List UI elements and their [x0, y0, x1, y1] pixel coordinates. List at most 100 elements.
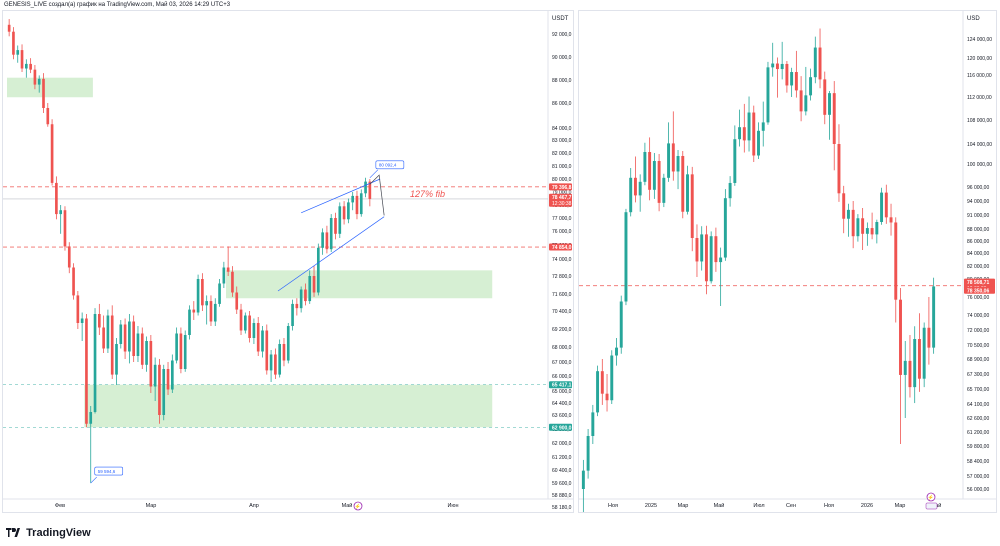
candle-body	[610, 355, 614, 401]
y-tick-label: 58 880,0	[552, 493, 572, 499]
candle-body	[342, 206, 346, 220]
candle-body	[282, 344, 286, 361]
tradingview-logo-icon	[6, 528, 20, 537]
y-tick-label: 84 000,0	[552, 126, 572, 132]
candle-body	[325, 232, 329, 250]
y-tick-label: 64 400,0	[552, 401, 572, 407]
candle-body	[338, 206, 342, 234]
candle-body	[85, 318, 88, 424]
chart-panel-right[interactable]: USD 124 000,00 120 000,00 116 000,00 112 000…	[578, 10, 997, 528]
right-candlestick-chart[interactable]: USD 124 000,00 120 000,00 116 000,00 112 000…	[579, 11, 996, 528]
candle-body	[316, 247, 320, 293]
candle-body	[681, 156, 685, 212]
candle-body	[243, 315, 247, 331]
y-tick-label: 74 000,0	[552, 257, 572, 263]
candle-body	[218, 283, 221, 304]
candle-body	[286, 326, 290, 361]
y-tick-label: 83 000,0	[552, 138, 572, 144]
candle-body	[46, 108, 50, 125]
price-label-badge	[549, 193, 572, 207]
y-tick-label: 69 200,0	[552, 327, 572, 333]
x-tick-label: Июн	[447, 503, 458, 509]
candle-body	[695, 238, 699, 262]
candle-body	[188, 309, 191, 335]
candle-body	[50, 124, 54, 183]
left-candlestick-chart[interactable]: USDT 92 000,0 90 000,0 88 000,0 86 000,0 84 0…	[3, 11, 573, 512]
y-tick-label: 81 000,0	[552, 164, 572, 170]
candle-body	[359, 193, 363, 215]
candle-body	[274, 354, 277, 375]
demand-zone	[84, 384, 493, 428]
candle-body	[248, 315, 251, 338]
y-tick-label: 82 000,0	[552, 151, 572, 157]
candle-body	[213, 303, 217, 322]
candle-body	[37, 78, 41, 85]
candle-body	[166, 369, 170, 390]
candle-body	[908, 360, 912, 388]
y-tick-label: 72 800,0	[552, 274, 572, 280]
y-tick-label: 58 180,0	[552, 505, 572, 511]
candle-body	[790, 72, 794, 86]
candle-body	[261, 330, 264, 352]
candle-body	[115, 344, 118, 375]
candle-body	[351, 195, 355, 203]
y-tick-label: 62 000,0	[552, 441, 572, 447]
candle-body	[175, 333, 178, 361]
candle-body	[196, 279, 200, 313]
price-label-badge	[549, 243, 572, 251]
event-marker-glyph: ⚡	[928, 494, 934, 501]
x-tick-label: 2026	[861, 503, 873, 509]
demand-zone	[7, 77, 93, 98]
candle-body	[704, 234, 708, 282]
y-tick-label: 116 000,00	[967, 73, 992, 79]
candle-body	[771, 63, 775, 68]
candle-body	[347, 202, 350, 220]
y-tick-label: 76 000,00	[967, 295, 989, 301]
candle-body	[7, 24, 11, 32]
y-tick-label: 92 000,0	[552, 32, 572, 38]
candle-body	[648, 152, 652, 190]
candle-body	[59, 210, 63, 215]
chart-panel-left[interactable]: USDT 92 000,0 90 000,0 88 000,0 86 000,0 84 0…	[2, 10, 574, 513]
x-tick-label: Май	[714, 502, 725, 509]
y-tick-label: 120 000,00	[967, 56, 992, 62]
candle-body	[917, 339, 921, 379]
y-tick-label: 66 000,0	[552, 374, 572, 380]
candle-body	[884, 192, 888, 218]
y-tick-label: 108 000,00	[967, 118, 992, 124]
x-tick-label: Ноя	[824, 503, 834, 509]
y-tick-label: 68 000,0	[552, 345, 572, 351]
y-tick-label: 76 000,0	[552, 229, 572, 235]
candle-body	[20, 50, 24, 69]
tradingview-footer[interactable]: TradingView	[6, 527, 91, 539]
candle-body	[183, 335, 187, 369]
price-label-text: 74 854,0	[552, 245, 572, 251]
candle-body	[12, 31, 15, 55]
wedge-upper-trendline	[301, 178, 381, 214]
candle-body	[269, 354, 273, 371]
candle-body	[761, 122, 765, 131]
candle-body	[63, 210, 67, 247]
candle-body	[723, 198, 727, 258]
candle-body	[209, 301, 213, 322]
y-tick-label: 67 000,0	[552, 360, 572, 366]
currency-label: USD	[967, 16, 980, 22]
projection-path	[369, 174, 385, 216]
candle-body	[747, 112, 751, 141]
candle-body	[132, 321, 136, 356]
candle-body	[170, 360, 174, 390]
chart-header: GENESIS_LIVE создал(а) график на Trading…	[4, 2, 231, 8]
candle-body	[158, 364, 161, 415]
price-label-text: 78 508,71	[967, 280, 989, 286]
low-callout-pointer	[90, 476, 97, 484]
candle-body	[766, 67, 770, 123]
candle-body	[265, 330, 269, 371]
candle-body	[110, 315, 114, 375]
low-callout-text: 59 594,6	[98, 469, 116, 474]
candle-body	[205, 301, 209, 306]
candle-body	[231, 271, 234, 293]
y-tick-label: 84 000,00	[967, 251, 989, 257]
price-label-text: 65 417,1	[552, 383, 572, 389]
candle-body	[842, 193, 846, 219]
candle-body	[308, 276, 312, 302]
